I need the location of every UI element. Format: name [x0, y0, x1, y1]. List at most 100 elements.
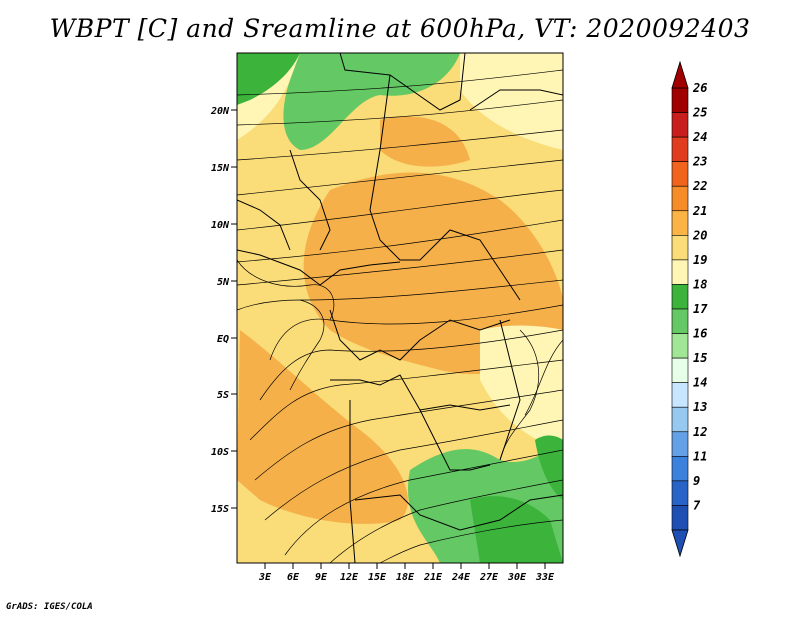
- streamline: [237, 129, 563, 161]
- lat-label: 5S: [217, 390, 229, 401]
- streamline: [249, 359, 563, 441]
- lon-label: 24E: [451, 572, 471, 583]
- streamlines: [237, 69, 563, 563]
- lat-label: 5N: [217, 277, 230, 288]
- colorbar-bottom-arrow: [671, 529, 689, 558]
- colorbar-top-arrow: [671, 60, 689, 89]
- lat-label: 10S: [211, 447, 229, 458]
- border: [354, 494, 563, 531]
- lon-label: 30E: [507, 572, 527, 583]
- streamline: [237, 189, 563, 231]
- shading-green-se-dark: [470, 496, 563, 563]
- colorbar-label: 16: [693, 327, 707, 341]
- lon-label: 18E: [396, 572, 415, 583]
- streamline: [499, 329, 540, 461]
- streamline: [379, 519, 563, 563]
- colorbar-swatch: [671, 505, 689, 531]
- colorbar-label: 23: [692, 155, 707, 169]
- border: [339, 53, 466, 111]
- streamline: [237, 249, 563, 286]
- streamline: [237, 219, 563, 263]
- latitude-axis: 20N 15N 10N 5N EQ 5S 10S 15S: [210, 106, 237, 515]
- lat-label: 15N: [211, 163, 230, 174]
- streamline: [237, 159, 563, 196]
- colorbar-swatch: [671, 431, 689, 457]
- streamline: [237, 279, 563, 311]
- colorbar-label: 7: [693, 498, 701, 512]
- lon-label: 9E: [315, 572, 328, 583]
- lon-label: 33E: [535, 572, 555, 583]
- shading-orange-south: [237, 330, 408, 524]
- border: [349, 400, 356, 563]
- lon-label: 21E: [423, 572, 443, 583]
- border: [330, 374, 511, 411]
- streamline: [254, 389, 563, 481]
- shading-green-nw: [237, 53, 300, 105]
- colorbar-swatch: [671, 382, 689, 408]
- border: [469, 89, 563, 111]
- colorbar-swatch: [671, 210, 689, 236]
- wbpt-shading: [237, 53, 563, 563]
- colorbar-label: 9: [693, 474, 700, 488]
- streamline: [237, 259, 335, 321]
- streamline: [264, 419, 563, 521]
- streamline: [237, 69, 563, 96]
- country-borders: [237, 53, 563, 563]
- colorbar-label: 17: [693, 302, 708, 316]
- colorbar-label: 18: [693, 277, 707, 291]
- colorbar-swatch: [671, 161, 689, 187]
- colorbar-swatch: [671, 406, 689, 433]
- border: [499, 319, 521, 461]
- colorbar-swatch: [671, 112, 689, 138]
- colorbar-swatch: [671, 308, 689, 334]
- colorbar-swatch: [671, 480, 689, 506]
- streamline: [524, 339, 563, 416]
- shading-pale-east: [480, 325, 563, 450]
- streamline: [269, 304, 563, 361]
- colorbar-swatch: [671, 87, 689, 113]
- longitude-axis: 3E 6E 9E 12E 15E 18E 21E 24E 27E 30E 33E: [258, 563, 555, 583]
- colorbar-swatch: [671, 357, 689, 383]
- lon-label: 27E: [479, 572, 499, 583]
- colorbar: 26 25 24 23 22 21 20 19 18 17 16 15 14 13 12 11 9 7: [671, 60, 708, 558]
- border: [369, 74, 521, 301]
- border: [329, 309, 511, 361]
- border: [237, 249, 401, 286]
- streamline: [237, 99, 563, 126]
- lon-label: 3E: [258, 572, 272, 583]
- border: [419, 409, 491, 471]
- lon-label: 15E: [368, 572, 387, 583]
- shading-orange-north: [380, 116, 470, 167]
- colorbar-swatch: [671, 333, 689, 359]
- chart-title: WBPT [C] and Sreamline at 600hPa, VT: 20…: [49, 14, 751, 43]
- streamline: [289, 299, 325, 391]
- lon-label: 12E: [340, 572, 359, 583]
- colorbar-swatch: [671, 185, 689, 212]
- colorbar-label: 25: [692, 106, 707, 120]
- colorbar-swatch: [671, 136, 689, 162]
- colorbar-label: 24: [692, 130, 707, 144]
- colorbar-swatch: [671, 259, 689, 285]
- colorbar-label: 21: [692, 204, 707, 218]
- map-frame: [236, 52, 564, 564]
- streamline: [259, 329, 563, 401]
- colorbar-label: 20: [692, 228, 707, 242]
- lat-label: 10N: [211, 220, 230, 231]
- colorbar-swatch: [671, 235, 689, 261]
- lon-label: 6E: [287, 572, 300, 583]
- shading-pale-ne: [460, 53, 563, 150]
- colorbar-label: 15: [693, 351, 707, 365]
- lat-label: 15S: [211, 504, 229, 515]
- border: [237, 199, 291, 251]
- colorbar-label: 22: [692, 179, 707, 193]
- shading-green-north: [283, 53, 460, 150]
- colorbar-label: 11: [693, 449, 707, 463]
- grads-credit: GrADS: IGES/COLA: [6, 602, 93, 612]
- colorbar-label: 12: [693, 425, 707, 439]
- lat-label: 20N: [210, 106, 230, 117]
- colorbar-label: 26: [692, 81, 707, 95]
- colorbar-swatch: [671, 456, 689, 482]
- colorbar-swatch: [671, 284, 689, 310]
- lat-label: EQ: [217, 334, 229, 345]
